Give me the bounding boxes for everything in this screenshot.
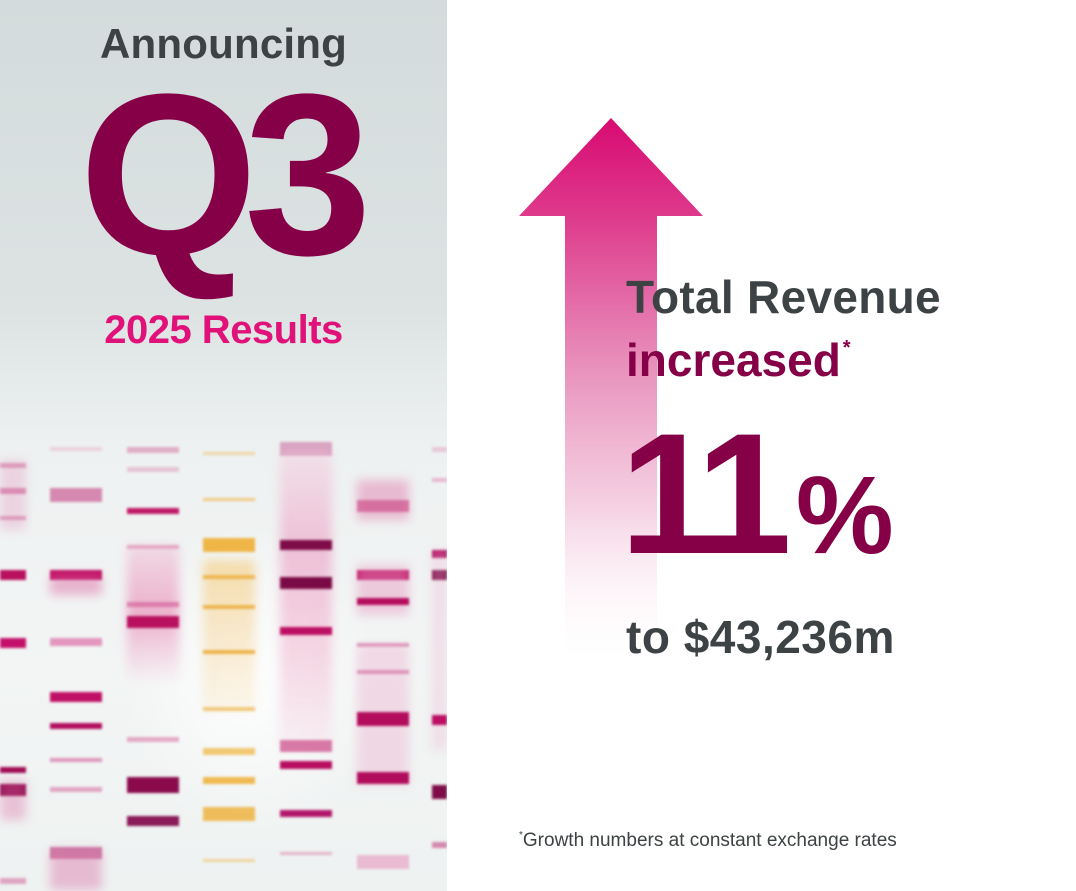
growth-value: 11 xyxy=(620,398,792,590)
gel-lane-gold xyxy=(203,430,255,891)
footnote-asterisk: * xyxy=(519,830,523,841)
quarter-title: Q3 xyxy=(79,46,372,303)
gel-lane xyxy=(50,430,102,891)
announcing-label: Announcing xyxy=(100,20,347,67)
footnote-text: Growth numbers at constant exchange rate… xyxy=(522,830,897,851)
gel-lane xyxy=(432,430,447,891)
up-arrow-icon xyxy=(519,118,703,668)
growth-percentage: 11% xyxy=(620,408,894,580)
right-stats-panel xyxy=(447,0,1076,891)
gel-lane xyxy=(0,430,26,891)
total-revenue-headline: Total Revenue xyxy=(626,271,941,323)
increased-text: increased xyxy=(626,334,841,386)
gel-lane xyxy=(280,430,332,891)
gel-lane xyxy=(357,430,409,891)
gel-lane xyxy=(127,430,179,891)
footnote: *Growth numbers at constant exchange rat… xyxy=(519,830,897,852)
revenue-amount: to $43,236m xyxy=(626,611,895,663)
results-subtitle: 2025 Results xyxy=(104,308,343,352)
left-hero-panel: Announcing Q3 2025 Results xyxy=(0,0,447,891)
percent-sign: % xyxy=(795,454,894,577)
increased-label: increased * xyxy=(626,333,851,387)
footnote-marker: * xyxy=(842,337,851,359)
